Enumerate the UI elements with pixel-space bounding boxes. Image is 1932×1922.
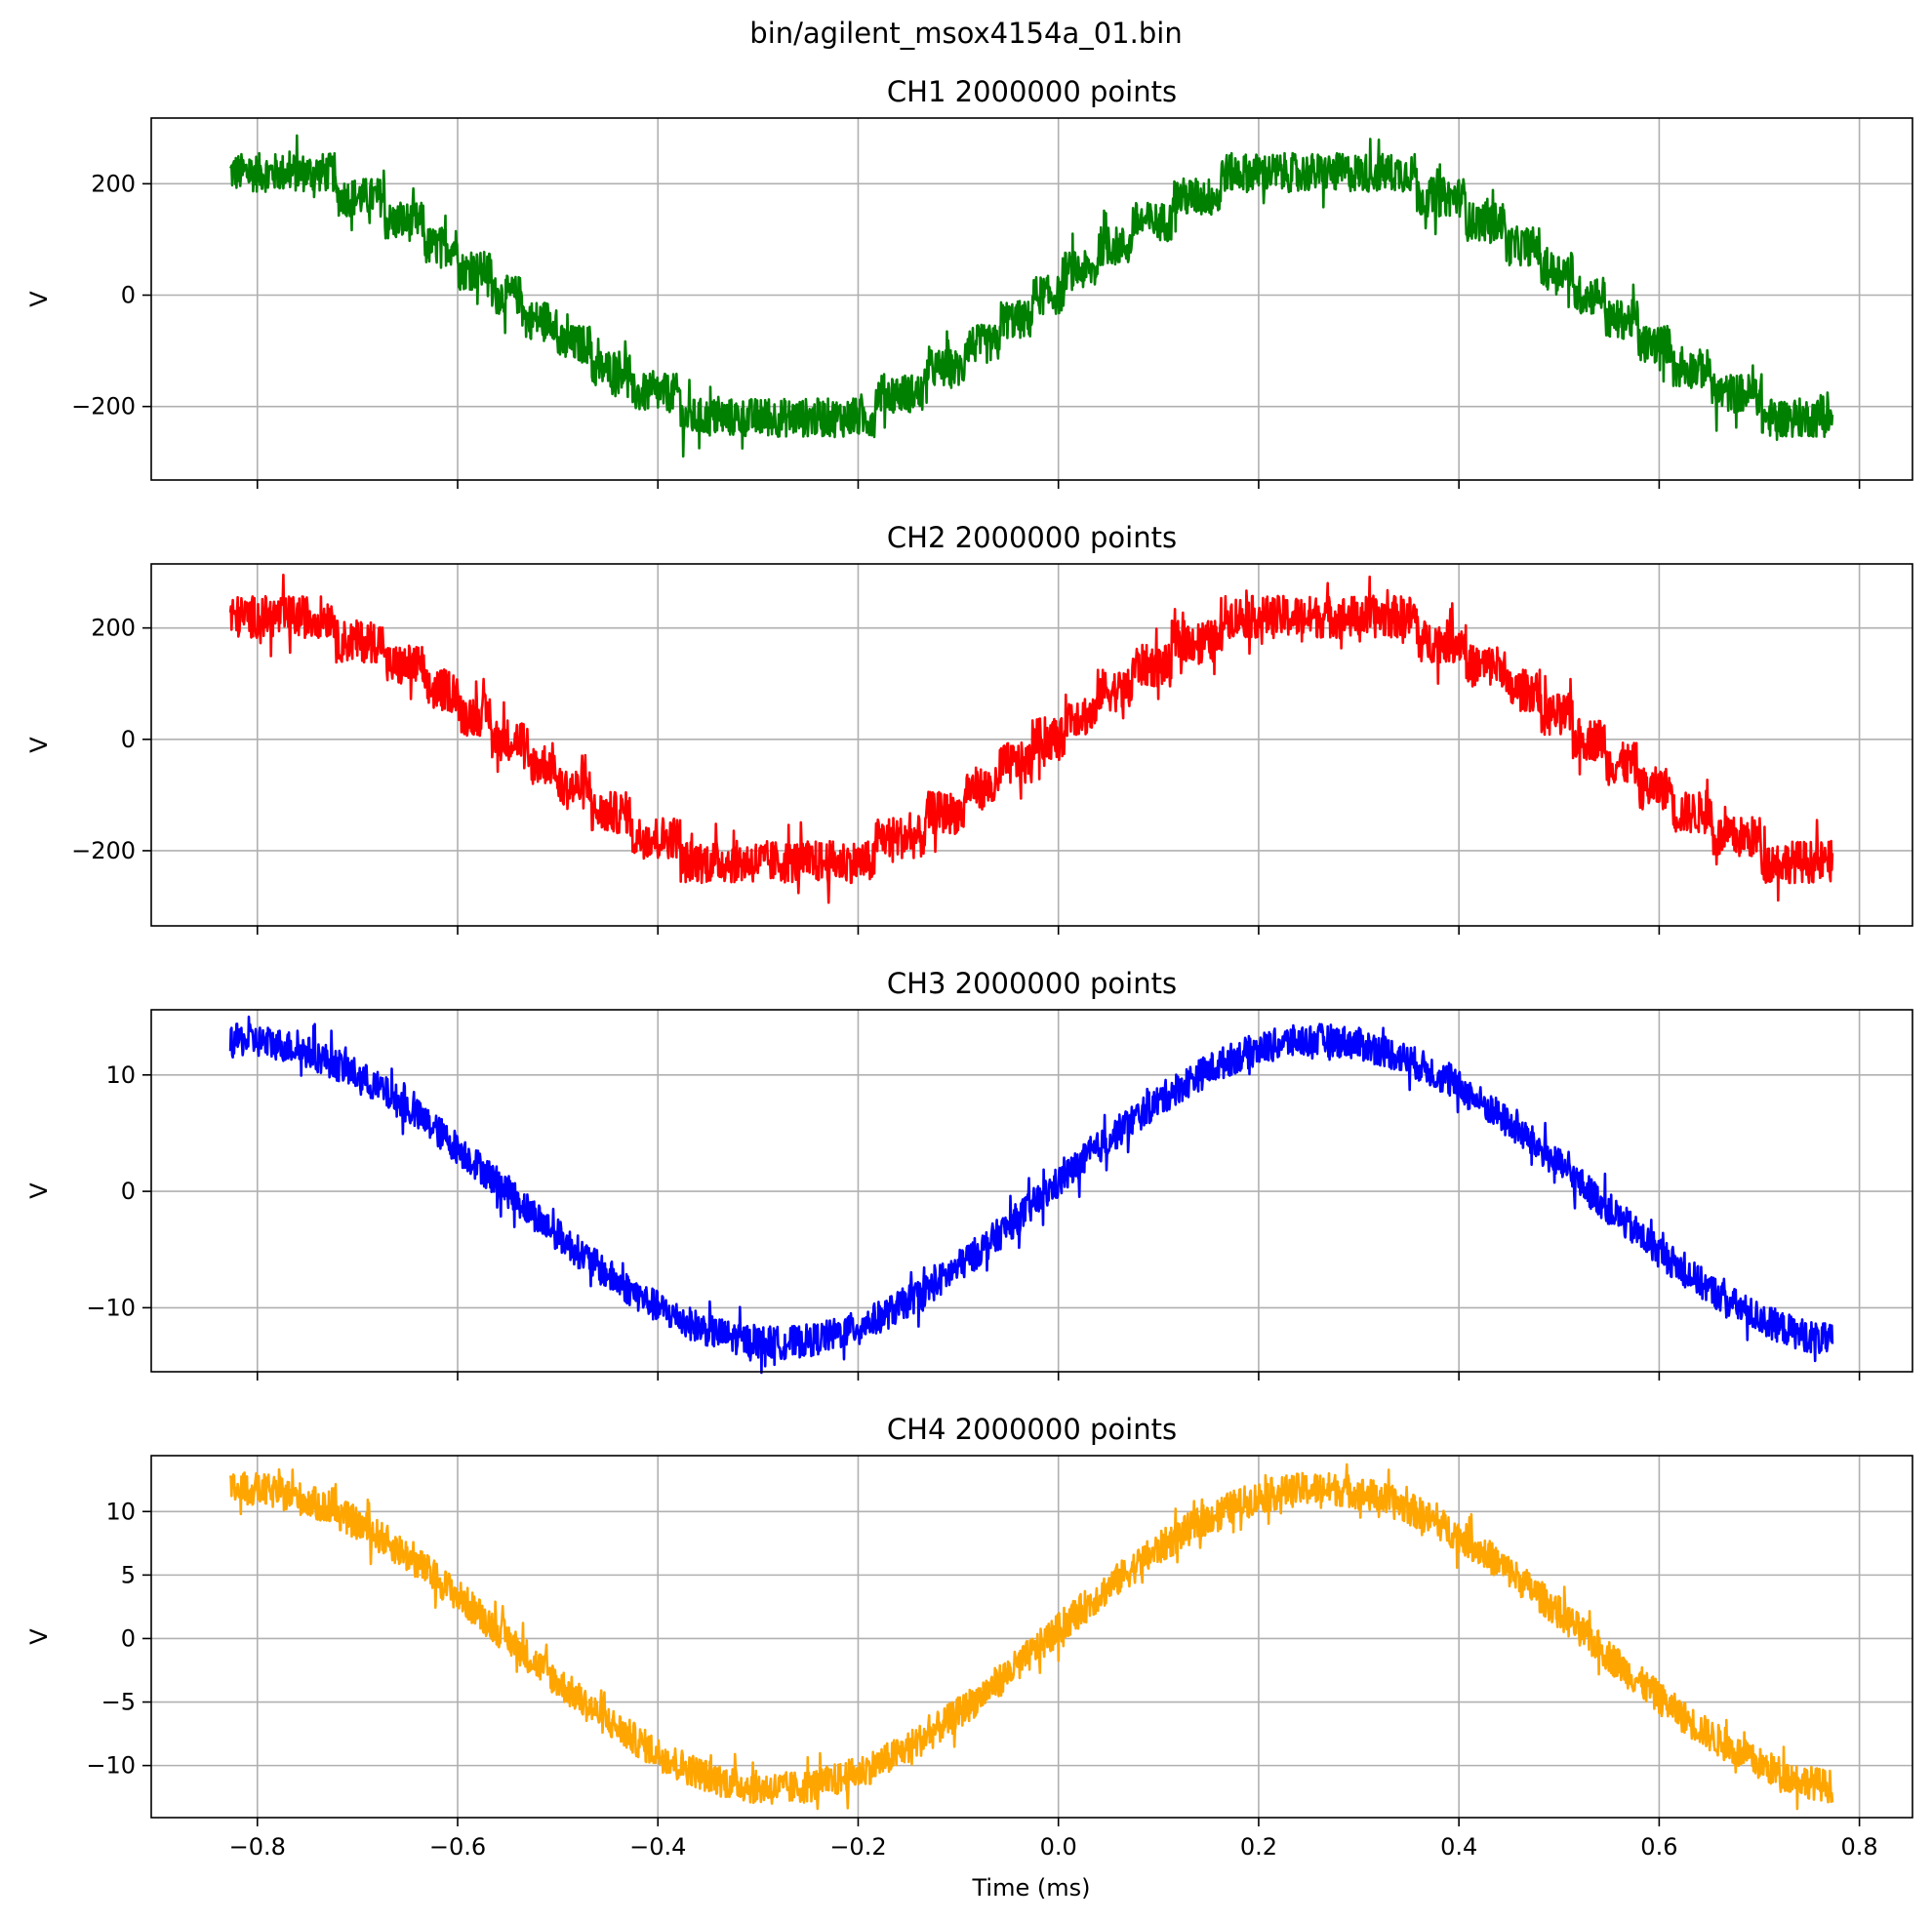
y-tick-label: −10	[86, 1752, 136, 1780]
x-tick-label: 0.0	[1040, 1833, 1077, 1861]
y-tick-label: 10	[105, 1498, 136, 1525]
x-tick-label: 0.6	[1640, 1833, 1677, 1861]
y-axis-label: V	[25, 737, 53, 753]
y-tick-label: −5	[101, 1689, 136, 1716]
figure-suptitle: bin/agilent_msox4154a_01.bin	[749, 17, 1182, 50]
y-tick-label: 5	[121, 1561, 136, 1588]
y-axis-label: V	[25, 291, 53, 307]
subplot-title: CH2 2000000 points	[887, 521, 1177, 554]
signal-trace	[228, 1462, 1834, 1811]
signal-trace	[228, 573, 1834, 904]
x-axis-label: Time (ms)	[972, 1874, 1091, 1902]
y-tick-label: 0	[121, 726, 136, 753]
y-axis-label: V	[25, 1182, 53, 1199]
plot-frame	[150, 563, 1913, 927]
x-tick-label: −0.6	[429, 1833, 486, 1861]
y-tick-label: 0	[121, 1624, 136, 1652]
y-axis-label: V	[25, 1628, 53, 1645]
subplot-title: CH4 2000000 points	[887, 1413, 1177, 1446]
x-tick-label: 0.4	[1440, 1833, 1477, 1861]
subplot-ch1: −200 0 200 CH1 2000000 points V	[25, 75, 1913, 489]
signal-trace	[228, 1015, 1834, 1375]
subplot-ch3: −10 0 10 CH3 2000000 points V	[25, 967, 1913, 1381]
plot-frame	[150, 1455, 1913, 1819]
x-tick-label: −0.2	[829, 1833, 886, 1861]
subplot-ch4: −0.8 −0.6 −0.4 −0.2 0.0 0.2 0.4 0.6 0.8 −10 −5 0 5 10…	[25, 1413, 1913, 1861]
x-tick-label: −0.4	[629, 1833, 686, 1861]
subplot-ch2: −200 0 200 CH2 2000000 points V	[25, 521, 1913, 935]
y-tick-label: −200	[71, 393, 136, 420]
x-tick-label: 0.8	[1841, 1833, 1878, 1861]
y-tick-label: 200	[91, 615, 136, 642]
y-tick-label: 0	[121, 282, 136, 309]
signal-trace	[229, 134, 1834, 458]
y-tick-label: 0	[121, 1178, 136, 1205]
y-tick-label: 200	[91, 170, 136, 197]
plot-frame	[150, 117, 1913, 481]
x-tick-label: −0.8	[229, 1833, 286, 1861]
y-tick-label: −10	[86, 1294, 136, 1321]
subplot-title: CH3 2000000 points	[887, 967, 1177, 1000]
subplot-title: CH1 2000000 points	[887, 75, 1177, 108]
y-tick-label: 10	[105, 1061, 136, 1089]
y-tick-label: −200	[71, 837, 136, 864]
x-tick-label: 0.2	[1240, 1833, 1277, 1861]
